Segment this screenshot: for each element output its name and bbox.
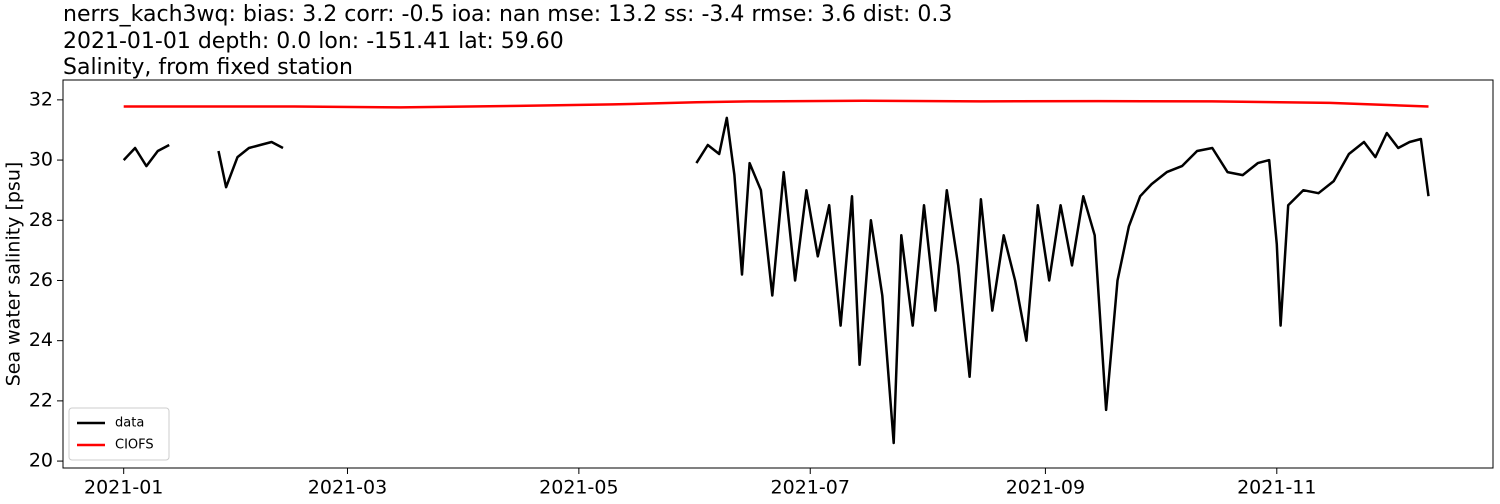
y-tick-label: 32 — [29, 88, 53, 110]
title-line: Salinity, from fixed station — [63, 55, 353, 80]
legend-box — [68, 407, 170, 461]
y-tick-label: 20 — [29, 450, 53, 472]
x-tick-label: 2021-01 — [84, 477, 163, 499]
x-tick-label: 2021-07 — [771, 477, 850, 499]
x-tick-label: 2021-11 — [1237, 477, 1316, 499]
title-line: 2021-01-01 depth: 0.0 lon: -151.41 lat: … — [63, 29, 564, 54]
y-tick-label: 28 — [29, 209, 53, 231]
y-tick-label: 22 — [29, 389, 53, 411]
x-tick-label: 2021-09 — [1006, 477, 1085, 499]
x-tick-label: 2021-05 — [539, 477, 618, 499]
plot-frame — [62, 79, 1494, 469]
y-tick-label: 30 — [29, 149, 53, 171]
y-axis-label: Sea water salinity [psu] — [3, 162, 25, 387]
series-line — [122, 116, 1430, 445]
legend-label: CIOFS — [115, 438, 154, 453]
title-line: nerrs_kach3wq: bias: 3.2 corr: -0.5 ioa:… — [63, 2, 952, 27]
legend-label: data — [115, 416, 144, 431]
series-line — [123, 99, 1429, 109]
y-tick-label: 26 — [29, 269, 53, 291]
x-tick-label: 2021-03 — [308, 477, 387, 499]
y-tick-label: 24 — [29, 329, 53, 351]
